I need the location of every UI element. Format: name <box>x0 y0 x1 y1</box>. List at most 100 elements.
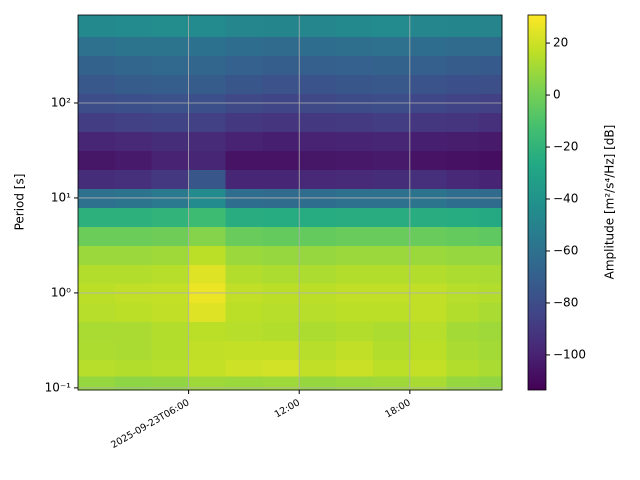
heatmap-cell <box>114 112 153 132</box>
heatmap-cell <box>478 226 503 246</box>
colorbar-tick-label: −80 <box>553 295 578 309</box>
heatmap-cell <box>151 15 190 37</box>
heatmap-cell <box>188 150 226 170</box>
heatmap-cell <box>151 131 190 151</box>
heatmap-cell <box>478 55 503 75</box>
heatmap-cell <box>299 74 337 94</box>
heatmap-cell <box>372 359 411 377</box>
heatmap-cell <box>225 55 263 75</box>
heatmap-cell <box>336 169 374 189</box>
heatmap-cell <box>151 36 190 56</box>
heatmap-cell <box>446 226 480 246</box>
heatmap-cell <box>478 150 503 170</box>
heatmap-cell <box>114 245 153 265</box>
heatmap-cell <box>225 245 263 265</box>
heatmap-cell <box>446 74 480 94</box>
heatmap-cell <box>188 359 226 377</box>
heatmap-cell <box>478 36 503 56</box>
heatmap-cell <box>336 226 374 246</box>
heatmap-cell <box>114 169 153 189</box>
heatmap-cell <box>78 131 116 151</box>
heatmap-cell <box>299 340 337 360</box>
heatmap-cell <box>336 15 374 37</box>
colorbar-tick-label: −60 <box>553 243 578 257</box>
heatmap-cell <box>372 112 411 132</box>
heatmap-cell <box>78 340 116 360</box>
heatmap-cell <box>478 376 503 391</box>
heatmap-cell <box>262 55 300 75</box>
heatmap-cell <box>299 376 337 391</box>
heatmap-cell <box>114 55 153 75</box>
heatmap-cell <box>114 376 153 391</box>
heatmap-cell <box>262 169 300 189</box>
heatmap-cell <box>225 321 263 341</box>
heatmap-cell <box>446 264 480 284</box>
heatmap-cell <box>78 207 116 227</box>
heatmap-cell <box>299 226 337 246</box>
heatmap-cell <box>478 359 503 377</box>
heatmap-cell <box>336 74 374 94</box>
heatmap-cell <box>299 131 337 151</box>
heatmap-cell <box>78 226 116 246</box>
heatmap-cell <box>372 169 411 189</box>
heatmap-cell <box>114 321 153 341</box>
x-tick-label: 18:00 <box>383 397 412 420</box>
heatmap-cell <box>114 150 153 170</box>
heatmap-cell <box>114 207 153 227</box>
heatmap-cell <box>446 55 480 75</box>
colorbar-tick-label: −100 <box>553 347 586 361</box>
heatmap-cell <box>299 169 337 189</box>
heatmap-cell <box>299 112 337 132</box>
heatmap-cell <box>225 376 263 391</box>
heatmap-cell <box>336 207 374 227</box>
heatmap-cell <box>151 340 190 360</box>
heatmap-cell <box>478 245 503 265</box>
heatmap-cell <box>262 245 300 265</box>
heatmap-cell <box>188 15 226 37</box>
heatmap-cell <box>225 340 263 360</box>
heatmap-cell <box>336 131 374 151</box>
heatmap-cell <box>409 321 448 341</box>
heatmap-cell <box>114 36 153 56</box>
heatmap-cell <box>78 112 116 132</box>
heatmap-cell <box>151 169 190 189</box>
heatmap-cell <box>78 169 116 189</box>
heatmap-cell <box>409 207 448 227</box>
heatmap-cell <box>225 359 263 377</box>
heatmap-cell <box>114 264 153 284</box>
heatmap-cell <box>151 150 190 170</box>
heatmap-cell <box>225 169 263 189</box>
heatmap-cell <box>409 302 448 322</box>
heatmap-cell <box>151 302 190 322</box>
heatmap-cell <box>299 302 337 322</box>
heatmap-cell <box>78 359 116 377</box>
heatmap-cell <box>478 15 503 37</box>
heatmap-cell <box>78 376 116 391</box>
heatmap-cell <box>188 264 226 284</box>
heatmap-cell <box>409 340 448 360</box>
heatmap-cell <box>409 112 448 132</box>
heatmap-cell <box>262 36 300 56</box>
colorbar-tick-label: 0 <box>553 88 561 102</box>
heatmap-cell <box>372 376 411 391</box>
heatmap-cell <box>446 169 480 189</box>
heatmap-cell <box>151 207 190 227</box>
colorbar-tick-label: 20 <box>553 36 568 50</box>
heatmap-cell <box>478 112 503 132</box>
heatmap-cell <box>78 36 116 56</box>
heatmap-cell <box>336 340 374 360</box>
heatmap-cell <box>114 359 153 377</box>
heatmap-cell <box>151 359 190 377</box>
heatmap-cell <box>188 340 226 360</box>
y-tick-label: 10² <box>51 95 71 109</box>
heatmap-cell <box>336 245 374 265</box>
heatmap-cell <box>299 245 337 265</box>
heatmap-cell <box>299 207 337 227</box>
heatmap-cell <box>151 74 190 94</box>
heatmap-cell <box>478 74 503 94</box>
heatmap-cell <box>478 207 503 227</box>
heatmap-cell <box>446 36 480 56</box>
heatmap-cell <box>336 150 374 170</box>
heatmap-cell <box>446 131 480 151</box>
heatmap-cell <box>262 302 300 322</box>
